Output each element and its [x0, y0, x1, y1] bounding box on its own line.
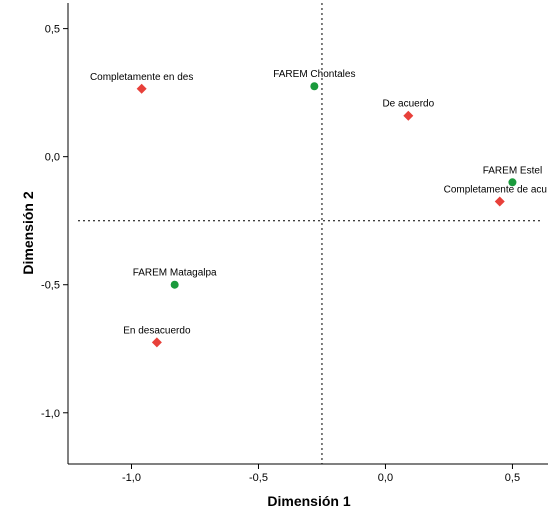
plot-frame	[67, 3, 548, 465]
data-point-circle	[508, 178, 517, 187]
x-axis-title: Dimensión 1	[267, 493, 350, 509]
x-tick-label: -0,5	[249, 472, 268, 484]
y-tick-label: -0,5	[41, 280, 60, 292]
y-tick-label: 0,0	[45, 152, 60, 164]
data-point-label: FAREM Matagalpa	[133, 268, 217, 279]
x-tick-label: 0,5	[505, 472, 520, 484]
data-point-label: Completamente en des	[90, 72, 193, 83]
axis-ticks: -1,0 -0,5 0,0 0,5 -1,0 -0,5 0,0 0,5	[41, 24, 520, 484]
y-tick-label: 0,5	[45, 24, 60, 36]
data-point-label: En desacuerdo	[123, 325, 191, 336]
reference-lines	[78, 3, 542, 464]
point-labels: FAREM Chontales FAREM Estel FAREM Matagalp…	[90, 69, 547, 336]
data-point-label: Completamente de acu	[444, 184, 547, 195]
data-point-diamond	[136, 83, 147, 94]
y-axis-title: Dimensión 2	[20, 191, 36, 274]
y-tick-label: -1,0	[41, 408, 60, 420]
x-tick-label: -1,0	[122, 472, 141, 484]
data-point-label: FAREM Estel	[483, 165, 542, 176]
data-point-circle	[170, 280, 179, 289]
data-point-label: De acuerdo	[382, 99, 434, 110]
data-point-circle	[310, 82, 319, 91]
data-point-diamond	[494, 196, 505, 207]
data-points	[136, 82, 517, 348]
data-point-diamond	[151, 337, 162, 348]
data-point-diamond	[403, 110, 414, 121]
x-tick-label: 0,0	[378, 472, 393, 484]
data-point-label: FAREM Chontales	[273, 69, 355, 80]
